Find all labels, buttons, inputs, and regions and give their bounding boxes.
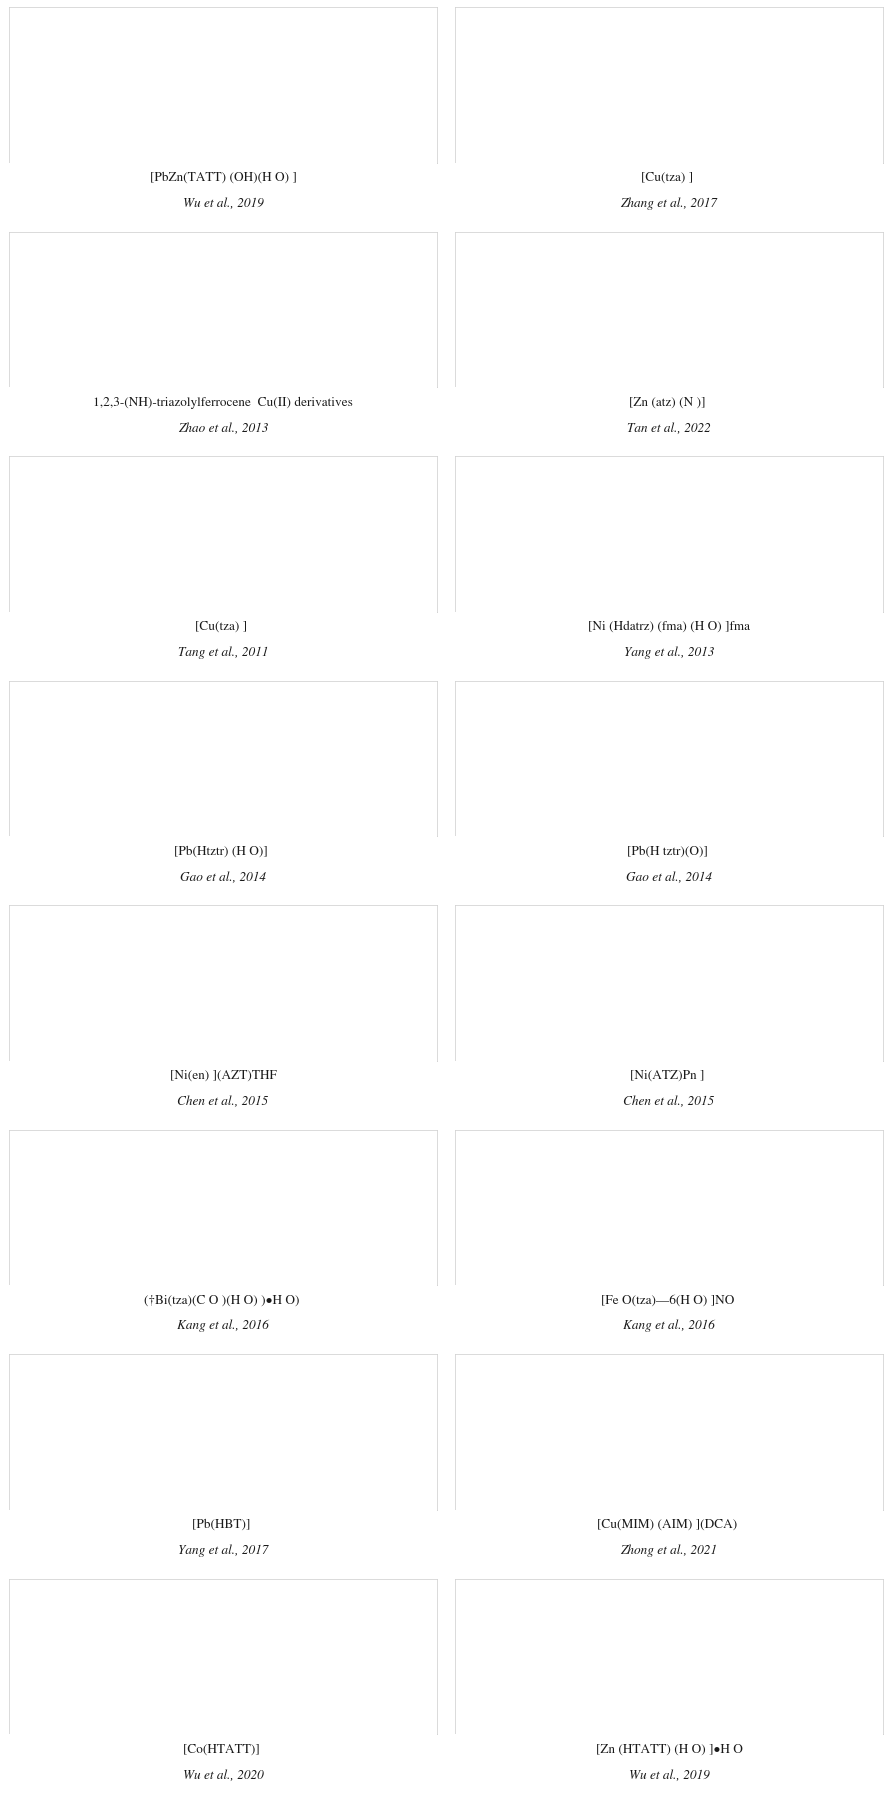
Text: [Fe₃O(tza)—6(H₂O)₃]NO₃: [Fe₃O(tza)—6(H₂O)₃]NO₃ xyxy=(600,1295,738,1306)
Text: Wu et al., 2020: Wu et al., 2020 xyxy=(183,1769,263,1782)
Text: (†Bi(tza)(C₂O₄)(H₂O)₂)•H₂O)ₙ: (†Bi(tza)(C₂O₄)(H₂O)₂)•H₂O)ₙ xyxy=(144,1295,302,1306)
Text: Kang et al., 2016: Kang et al., 2016 xyxy=(624,1320,714,1333)
Text: [Ni₃(Hdatrz)₆(fma)₂(H₂O)₄]fma: [Ni₃(Hdatrz)₆(fma)₂(H₂O)₄]fma xyxy=(588,621,750,632)
Text: Chen et al., 2015: Chen et al., 2015 xyxy=(178,1096,268,1108)
Text: [Ni(ATZ)Pn₂]ₙ: [Ni(ATZ)Pn₂]ₙ xyxy=(630,1070,708,1081)
Text: [Ni(en)₂](AZT)THF: [Ni(en)₂](AZT)THF xyxy=(169,1070,277,1081)
Text: 1,2,3-(NH)-triazolylferrocene  Cu(II) derivatives: 1,2,3-(NH)-triazolylferrocene Cu(II) der… xyxy=(93,397,353,409)
Text: [Pb(H₂tztr)(O)]ₙ: [Pb(H₂tztr)(O)]ₙ xyxy=(627,846,711,857)
Text: Gao et al., 2014: Gao et al., 2014 xyxy=(626,871,712,884)
Text: [Zn₂(HTATT)₂(H₂O)₂]•H₂O: [Zn₂(HTATT)₂(H₂O)₂]•H₂O xyxy=(596,1744,742,1755)
Text: Zhong et al., 2021: Zhong et al., 2021 xyxy=(621,1545,717,1557)
Text: Tan et al., 2022: Tan et al., 2022 xyxy=(627,422,711,435)
Text: Yang et al., 2013: Yang et al., 2013 xyxy=(624,647,714,659)
Text: Wu et al., 2019: Wu et al., 2019 xyxy=(183,198,263,210)
Text: Yang et al., 2017: Yang et al., 2017 xyxy=(178,1545,268,1557)
Text: Chen et al., 2015: Chen et al., 2015 xyxy=(624,1096,714,1108)
Text: Tang et al., 2011: Tang et al., 2011 xyxy=(178,647,268,659)
Text: Gao et al., 2014: Gao et al., 2014 xyxy=(180,871,266,884)
Text: Kang et al., 2016: Kang et al., 2016 xyxy=(178,1320,268,1333)
Text: Wu et al., 2019: Wu et al., 2019 xyxy=(629,1769,709,1782)
Text: [PbZn(TATT)₂(OH)(H₂O)ₙ]: [PbZn(TATT)₂(OH)(H₂O)ₙ] xyxy=(150,172,296,183)
Text: [Pb(HBT)]ₙ: [Pb(HBT)]ₙ xyxy=(192,1519,254,1530)
Text: [Zn₂(atz)₃(N₃)]ₙ: [Zn₂(atz)₃(N₃)]ₙ xyxy=(629,397,709,408)
Text: [Cu(MIM)₂(AIM)₂](DCA)₂: [Cu(MIM)₂(AIM)₂](DCA)₂ xyxy=(597,1519,741,1530)
Text: Zhao et al., 2013: Zhao et al., 2013 xyxy=(178,422,268,435)
Text: [Cu(tza)₂]ₙ: [Cu(tza)₂]ₙ xyxy=(641,172,697,183)
Text: [Pb(Htztr)₂(H₂O)]ₙ: [Pb(Htztr)₂(H₂O)]ₙ xyxy=(175,846,271,857)
Text: Zhang et al., 2017: Zhang et al., 2017 xyxy=(621,198,717,210)
Text: [Cu(tza)₂]ₙ: [Cu(tza)₂]ₙ xyxy=(195,621,251,632)
Text: [Co(HTATT)]ₙ: [Co(HTATT)]ₙ xyxy=(183,1744,263,1755)
